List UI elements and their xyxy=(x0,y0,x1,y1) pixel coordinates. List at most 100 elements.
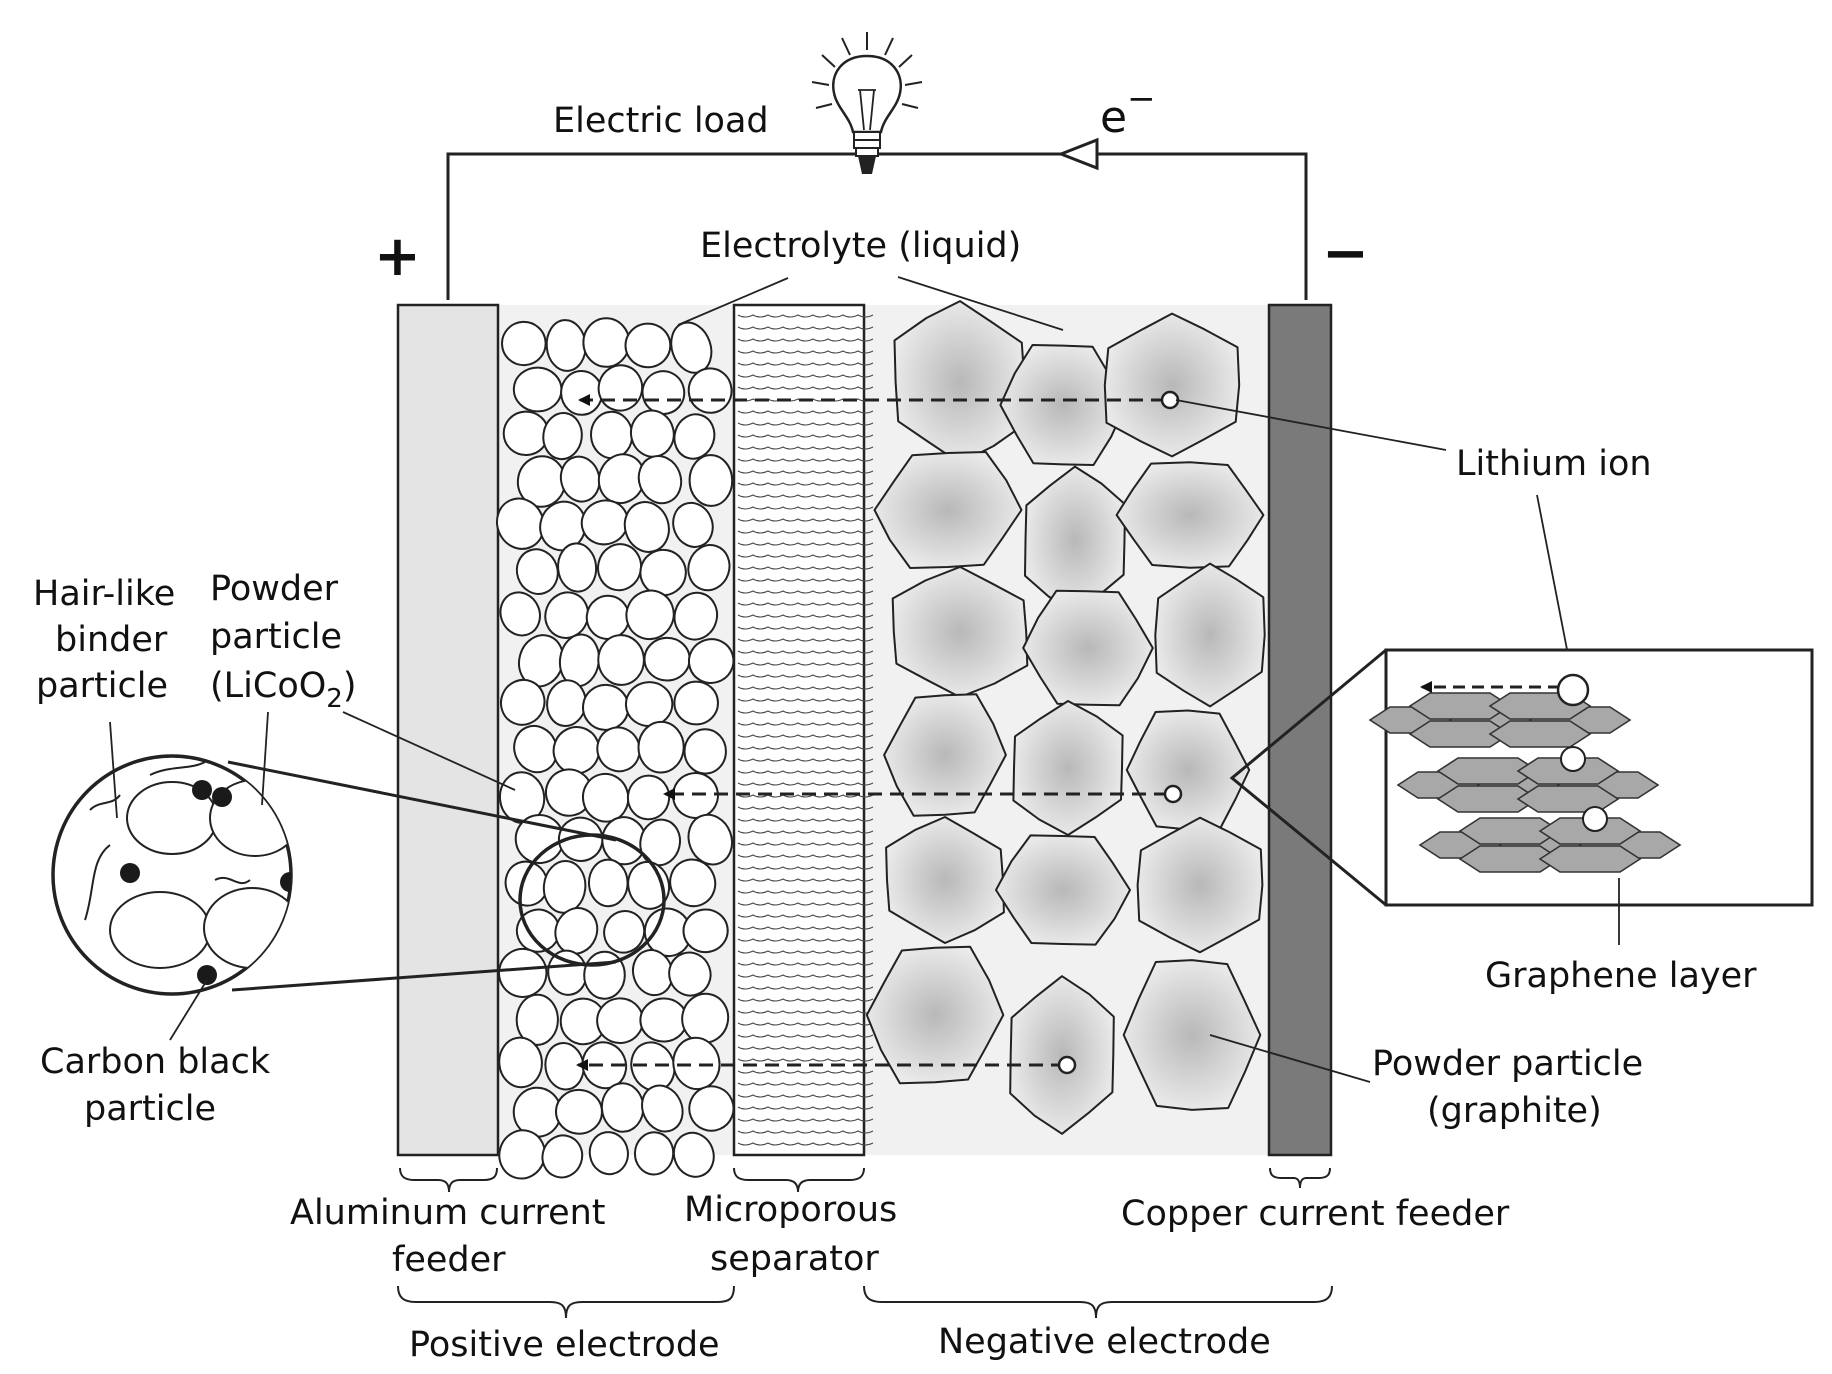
graphite-particle xyxy=(883,693,1007,817)
lco-particle xyxy=(501,320,547,367)
separator-pore-line xyxy=(737,890,874,894)
separator-pore-line xyxy=(737,1094,874,1098)
separator-pore-line xyxy=(737,314,874,318)
negative-electrode-particles xyxy=(865,300,1266,1135)
lco-inset-leader xyxy=(261,711,269,806)
separator-pore-line xyxy=(737,650,874,654)
lco-particle xyxy=(688,1085,735,1132)
separator-pore-line xyxy=(737,926,874,930)
separator-pore-line xyxy=(737,326,874,330)
separator-pore-line xyxy=(737,458,874,462)
lco-particle xyxy=(596,726,641,773)
lco-particle xyxy=(502,410,550,457)
lco-particle xyxy=(515,548,559,595)
separator-pore-line xyxy=(737,518,874,522)
graphite-particle xyxy=(1154,562,1266,708)
lco-particle xyxy=(687,367,733,414)
lco-particle xyxy=(588,1131,629,1176)
separator-pore-line xyxy=(737,374,874,378)
separator-pore-line xyxy=(737,410,874,414)
lithium-ion-inset-leader xyxy=(1536,494,1571,666)
lco-particle xyxy=(499,678,546,726)
separator-pore-line xyxy=(737,494,874,498)
separator-pore-line xyxy=(737,506,874,510)
separator-pore-line xyxy=(737,794,874,798)
separator-pore-line xyxy=(737,974,874,978)
separator-pore-line xyxy=(737,386,874,390)
separator-pore-line xyxy=(737,758,874,762)
positive-electrode-label: Positive electrode xyxy=(409,1325,720,1365)
separator-pore-line xyxy=(737,530,874,534)
lithium-ion-middle xyxy=(1163,784,1183,804)
binder-label-line3: particle xyxy=(36,666,168,706)
separator-pore-line xyxy=(737,698,874,702)
separator-pore-line xyxy=(737,854,874,858)
graphite-particle xyxy=(1012,700,1124,836)
separator-pore-line xyxy=(737,806,874,810)
separator-pore-line xyxy=(737,422,874,426)
graphite-particle xyxy=(995,834,1131,946)
separator-pore-line xyxy=(737,578,874,582)
separator-pore-line xyxy=(737,878,874,882)
lco-particle xyxy=(641,1084,684,1133)
separator-pore-line xyxy=(737,722,874,726)
lithium-ion-leader xyxy=(1175,399,1447,451)
lco-particle xyxy=(541,1134,584,1179)
separator-pore-line xyxy=(737,686,874,690)
negative-terminal-sign: − xyxy=(1322,221,1369,286)
lco-particle xyxy=(688,454,734,507)
intercalated-lithium-ion xyxy=(1560,746,1586,772)
separator-pore-line xyxy=(737,998,874,1002)
separator-pore-line xyxy=(737,770,874,774)
separator-pore-line xyxy=(737,434,874,438)
binder-label-line2: binder xyxy=(55,620,168,660)
separator-pore-line xyxy=(737,902,874,906)
separator-pore-line xyxy=(737,938,874,942)
separator-pore-line xyxy=(737,818,874,822)
separator-pore-line xyxy=(737,1022,874,1026)
positive-terminal-sign: + xyxy=(374,224,421,289)
separator-pore-line xyxy=(737,1046,874,1050)
separator-pore-line xyxy=(737,1106,874,1110)
separator-pore-line xyxy=(737,866,874,870)
separator-pore-line xyxy=(737,1118,874,1122)
carbon-black-label-line1: Carbon black xyxy=(40,1042,271,1082)
lco-particle xyxy=(637,720,685,774)
graphite-particle xyxy=(999,344,1127,466)
separator-pore-line xyxy=(737,482,874,486)
separator-pore-line xyxy=(737,734,874,738)
magnified-region-marker xyxy=(518,833,666,967)
aluminum-current-feeder xyxy=(396,303,500,1157)
separator-pore-line xyxy=(737,914,874,918)
positive-electrode-brace xyxy=(397,1285,735,1319)
lco-particle xyxy=(673,591,719,641)
graphite-particle xyxy=(1009,975,1115,1135)
separator-pore-line xyxy=(737,710,874,714)
carbon-black-particles xyxy=(120,780,291,985)
lco-particle xyxy=(582,317,631,368)
positive-electrode-particles xyxy=(496,317,735,1180)
separator-pore-line xyxy=(737,614,874,618)
graphite-particle xyxy=(865,945,1005,1085)
separator-label-line1: Microporous xyxy=(684,1190,897,1230)
bottom-braces xyxy=(397,1167,1333,1319)
lco-particle xyxy=(672,1131,715,1178)
lco-particle-label-line2: particle xyxy=(210,617,342,657)
separator-pore-line xyxy=(737,602,874,606)
graphite-particle xyxy=(1103,312,1241,458)
aluminum-feeder-label-line2: feeder xyxy=(392,1240,506,1280)
electrolyte-label: Electrolyte (liquid) xyxy=(700,226,1021,266)
graphite-particle xyxy=(1136,816,1264,954)
copper-brace xyxy=(1269,1167,1331,1189)
separator-pore-line xyxy=(737,1130,874,1134)
graphite-particle-leader xyxy=(1209,1034,1371,1083)
separator-pore-line xyxy=(737,470,874,474)
lithium-ion-bottom xyxy=(1057,1055,1077,1075)
lco-particle xyxy=(643,636,691,682)
lco-particle xyxy=(687,638,735,684)
graphite-particle xyxy=(891,565,1029,699)
binder-leader xyxy=(109,721,118,819)
graphite-particle xyxy=(1122,959,1262,1111)
lithium-ion-label: Lithium ion xyxy=(1456,444,1652,484)
